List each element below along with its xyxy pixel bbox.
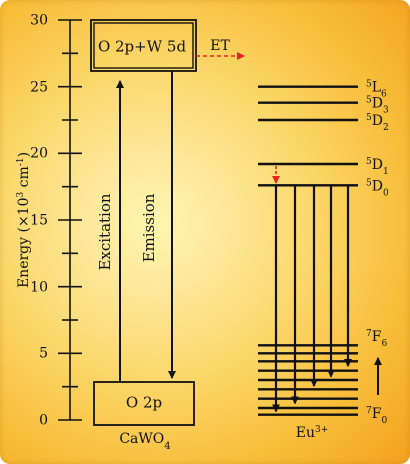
y-tick-label-20: 20 xyxy=(30,146,48,162)
lower-level-label: O 2p xyxy=(126,394,162,412)
y-tick-label-5: 5 xyxy=(39,346,48,362)
upper-level-label: O 2p+W 5d xyxy=(98,38,187,56)
ion-name: Eu3+ xyxy=(296,425,329,441)
eu-level-label: 5L6 xyxy=(366,80,387,100)
emission-label: Emission xyxy=(140,193,158,262)
upper-level-box xyxy=(90,19,197,72)
eu-level-label: 5D0 xyxy=(366,178,389,198)
ground-top-label: 7F6 xyxy=(366,329,387,349)
eu-level-label: 5D2 xyxy=(366,113,389,133)
eu-ground-levels xyxy=(258,344,358,416)
y-tick-label-0: 0 xyxy=(39,413,48,429)
lower-level-box xyxy=(93,381,195,426)
excitation-label: Excitation xyxy=(96,193,114,270)
eu-level-label: 5D1 xyxy=(366,157,389,177)
y-tick-label-15: 15 xyxy=(30,213,48,229)
y-tick-label-30: 30 xyxy=(30,13,48,29)
host-name: CaWO4 xyxy=(119,431,170,452)
ground-bottom-label: 7F0 xyxy=(366,406,387,426)
energy-transfer-label: ET xyxy=(210,38,230,54)
y-tick-label-10: 10 xyxy=(30,280,48,296)
y-tick-label-25: 25 xyxy=(30,80,48,96)
eu-level-label: 5D3 xyxy=(366,96,389,116)
y-axis-ticks xyxy=(58,19,82,421)
y-axis-label: Energy (×103 cm-1) xyxy=(16,152,32,288)
eu-emission-arrows xyxy=(272,185,352,413)
upper-level-inner-box xyxy=(93,22,194,69)
